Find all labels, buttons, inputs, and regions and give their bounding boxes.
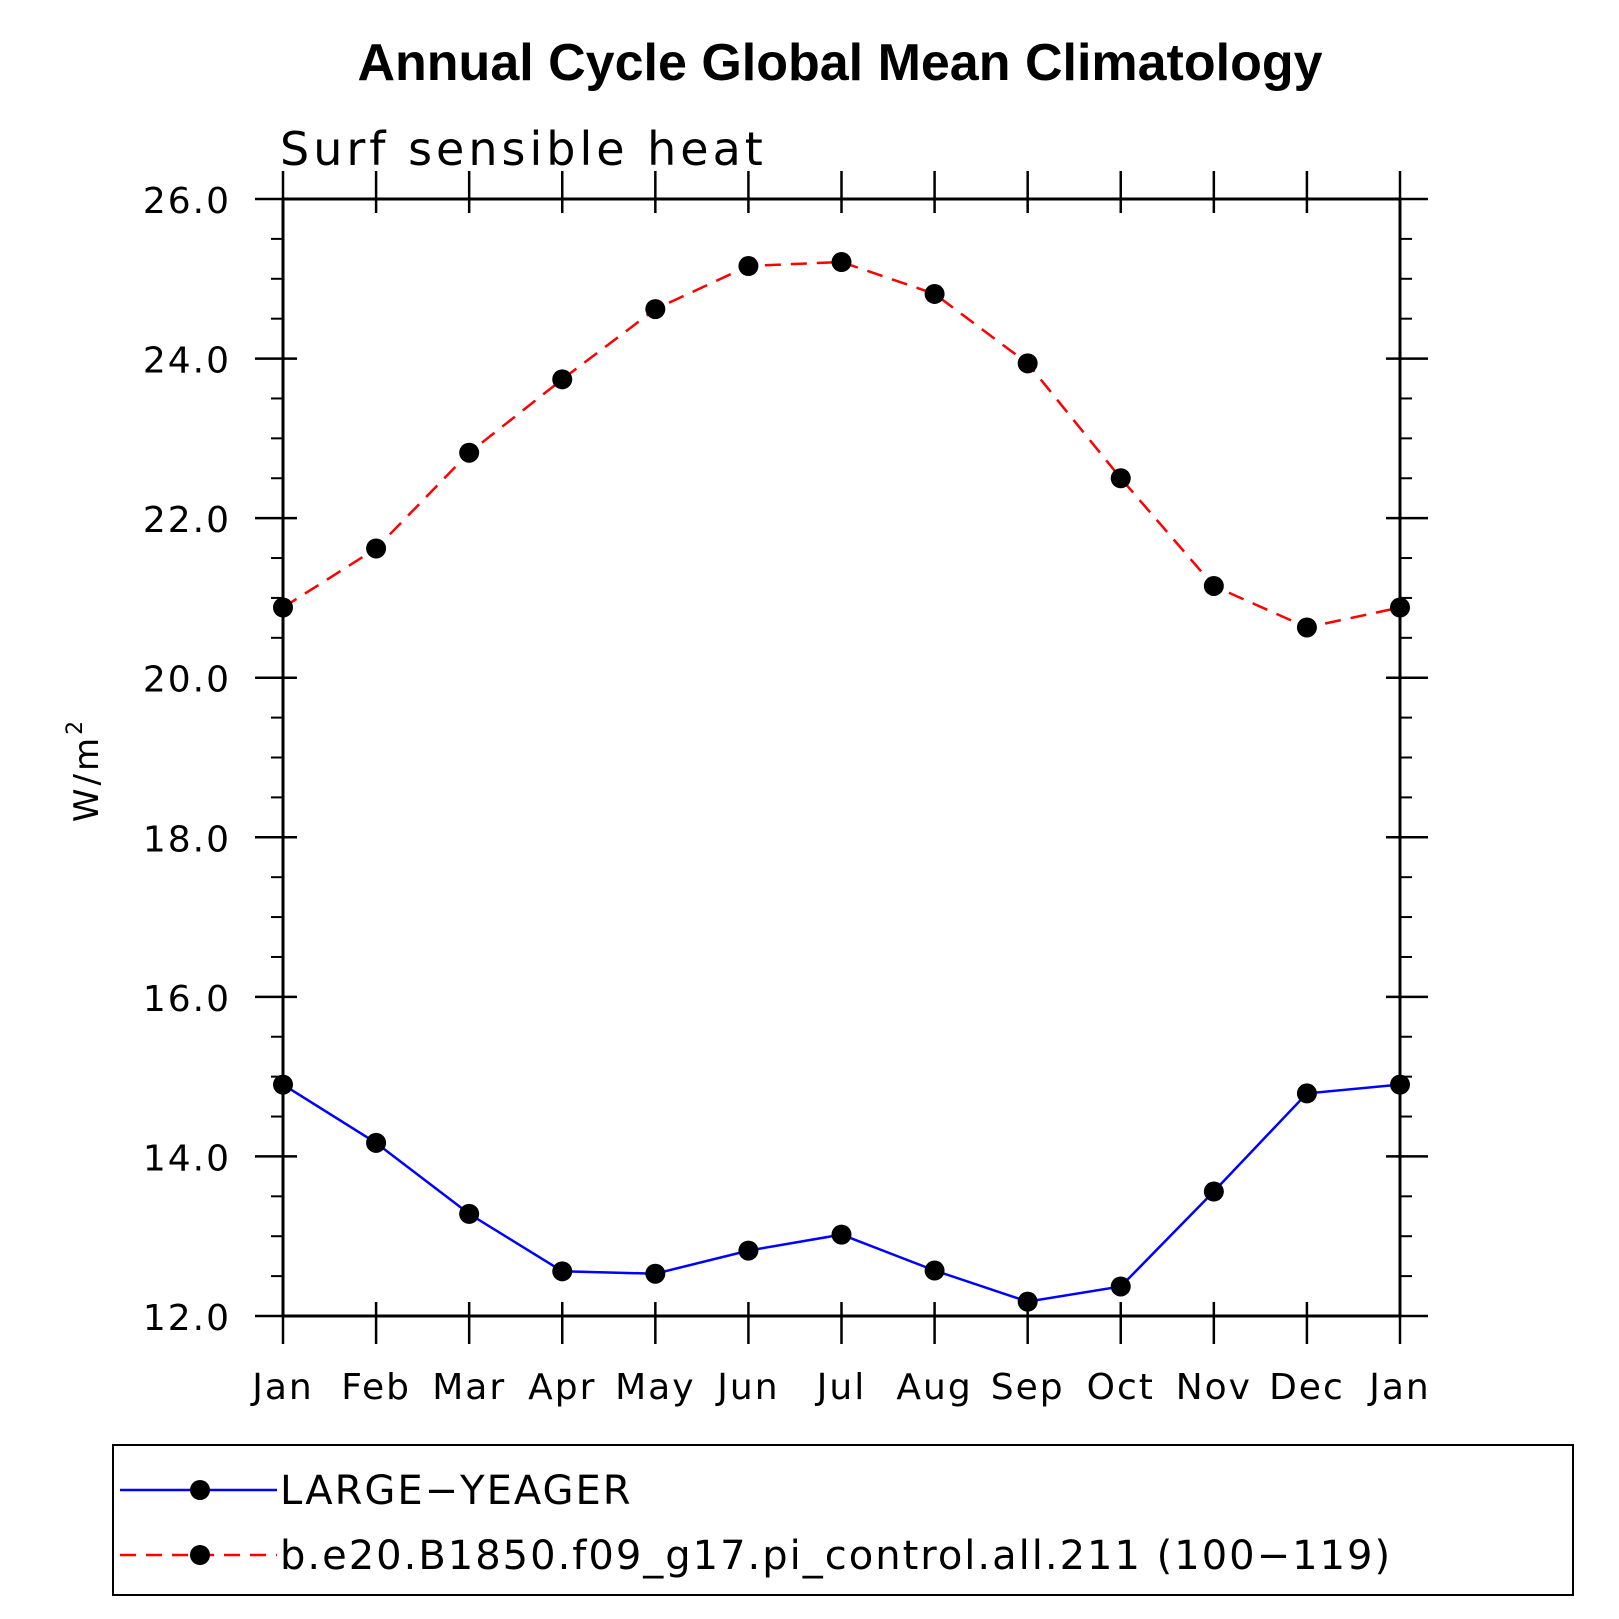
series-1-point xyxy=(924,283,945,304)
series-1-point xyxy=(273,597,293,618)
y-axis-label-text: W/m xyxy=(67,735,107,822)
legend: LARGE−YEAGER b.e20.B1850.f09_g17.pi_cont… xyxy=(112,1444,1574,1596)
series-0-point xyxy=(1296,1083,1317,1104)
y-tick-label: 12.0 xyxy=(143,1298,231,1339)
y-tick-label: 20.0 xyxy=(143,660,231,701)
legend-marker-large-yeager xyxy=(190,1480,210,1500)
series-0-point xyxy=(1017,1291,1038,1312)
x-tick-label: Nov xyxy=(1176,1367,1252,1408)
x-tick-label: Jan xyxy=(250,1367,314,1408)
series-0-point xyxy=(924,1260,945,1281)
x-tick-label: Feb xyxy=(341,1367,411,1408)
plot-area xyxy=(281,197,1402,1318)
y-axis-label: W/m2 xyxy=(63,718,107,822)
svg-text:W/m2: W/m2 xyxy=(63,718,107,822)
series-0-point xyxy=(273,1074,293,1095)
x-tick-label: Oct xyxy=(1087,1367,1155,1408)
y-axis-label-superscript: 2 xyxy=(63,718,88,735)
series-0-point xyxy=(1390,1074,1410,1095)
x-tick-label: Mar xyxy=(432,1367,506,1408)
series-0-point xyxy=(645,1263,666,1284)
axis-ticks xyxy=(255,171,1428,1344)
series-1-point xyxy=(366,538,387,559)
legend-label-control: b.e20.B1850.f09_g17.pi_control.all.211 (… xyxy=(280,1533,1392,1579)
series-1-point xyxy=(459,442,480,463)
series-0-point xyxy=(831,1224,852,1245)
series-0-point xyxy=(1110,1276,1131,1297)
series-0-point xyxy=(738,1240,759,1261)
series-1-point xyxy=(1203,575,1224,596)
series-1-point xyxy=(1390,597,1410,618)
series-1-point xyxy=(552,369,573,390)
series-1-point xyxy=(645,299,666,320)
series-1-point xyxy=(738,256,759,277)
series-1-point xyxy=(831,252,852,273)
series-markers xyxy=(273,252,1410,1312)
series-1-point xyxy=(1017,353,1038,374)
series-0-point xyxy=(459,1203,480,1224)
series-0-point xyxy=(1203,1181,1224,1202)
legend-marker-control xyxy=(190,1545,210,1565)
x-tick-label: Jul xyxy=(815,1367,866,1408)
x-tick-label: Sep xyxy=(991,1367,1065,1408)
series-1-point xyxy=(1110,468,1131,489)
legend-label-large-yeager: LARGE−YEAGER xyxy=(280,1468,633,1514)
y-tick-label: 22.0 xyxy=(143,500,231,541)
series-0-point xyxy=(552,1261,573,1282)
legend-box xyxy=(112,1444,1574,1596)
x-tick-labels: Jan Feb Mar Apr May Jun Jul Aug Sep Oct Nov Dec Jan xyxy=(250,1367,1431,1408)
x-tick-label: Apr xyxy=(528,1367,596,1408)
y-tick-label: 18.0 xyxy=(143,819,231,860)
y-tick-label: 26.0 xyxy=(143,181,231,222)
series-line-0 xyxy=(282,1083,1401,1303)
chart-subtitle: Surf sensible heat xyxy=(280,122,767,176)
y-tick-labels: 12.0 14.0 16.0 18.0 20.0 22.0 24.0 26.0 xyxy=(143,181,231,1339)
x-tick-label: Dec xyxy=(1269,1367,1345,1408)
series-1-point xyxy=(1296,617,1317,638)
x-tick-label: Aug xyxy=(896,1367,972,1408)
series-0-point xyxy=(366,1132,387,1153)
chart-title: Annual Cycle Global Mean Climatology xyxy=(357,34,1322,92)
x-tick-label: Jan xyxy=(1367,1367,1431,1408)
series-lines xyxy=(282,260,1401,1303)
y-tick-label: 16.0 xyxy=(143,979,231,1020)
y-tick-label: 14.0 xyxy=(143,1138,231,1179)
x-tick-label: May xyxy=(615,1367,695,1408)
y-tick-label: 24.0 xyxy=(143,341,231,382)
x-tick-label: Jun xyxy=(715,1367,779,1408)
series-line-1 xyxy=(282,260,1401,629)
